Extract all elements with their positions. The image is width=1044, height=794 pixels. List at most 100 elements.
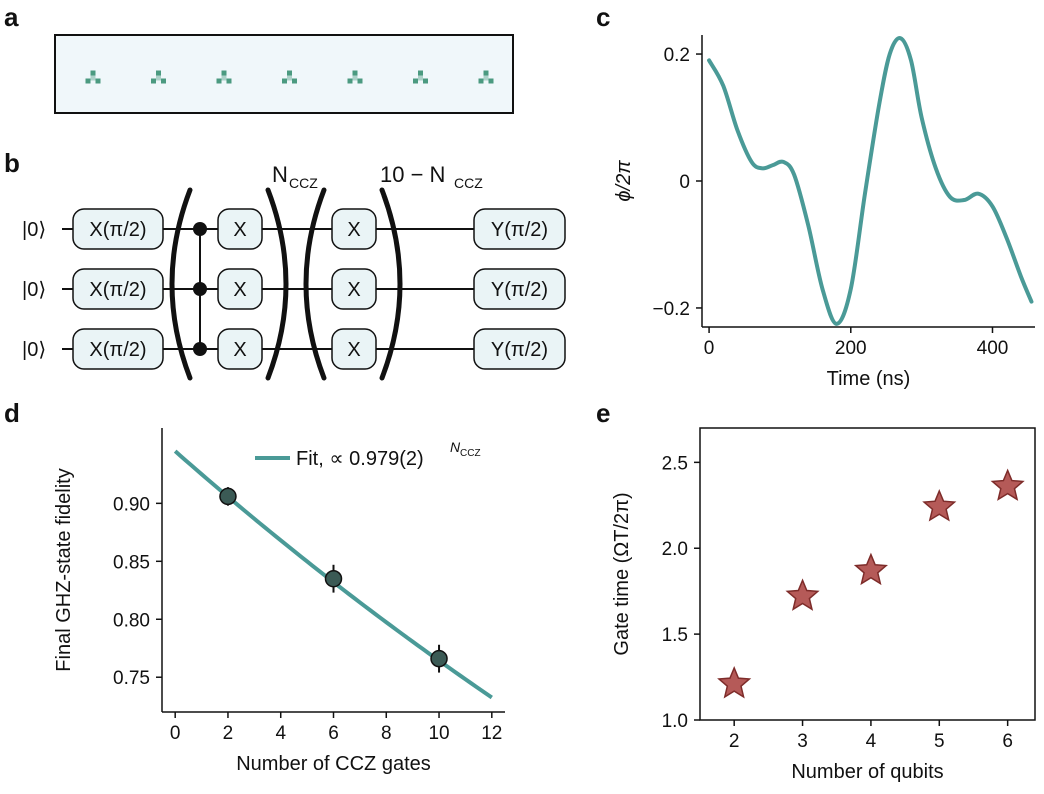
atom-cluster	[282, 70, 297, 84]
panel-label-a: a	[4, 2, 19, 32]
atom-spot	[221, 75, 227, 81]
x-axis-title: Number of CCZ gates	[236, 753, 431, 775]
data-point	[324, 569, 343, 588]
atom-spot	[156, 75, 161, 81]
atom-spot	[282, 78, 287, 84]
phase-curve	[707, 36, 1034, 326]
x-tick-label: 8	[381, 723, 392, 744]
y-pi-half-gate-label: Y(π/2)	[491, 279, 548, 301]
panel-label-d: d	[4, 398, 20, 428]
y-tick-label: 2.5	[662, 453, 688, 474]
atom-spot	[413, 78, 418, 84]
y-axis-title: Final GHZ-state fidelity	[53, 468, 75, 671]
chart-fidelity: 0 2 4 6 8 10 12 0.75 0.80 0.85 0.90 Number of CCZ g…	[53, 428, 505, 775]
x-gate-inner-label: X	[233, 219, 246, 241]
chart-phase: 0 200 400 0.2 0 −0.2 Time (ns) ϕ/2π	[613, 35, 1035, 390]
rest-label: 10 − N	[380, 162, 445, 187]
atom-spot	[221, 70, 227, 76]
legend-text: Fit, ∝ 0.979(2)	[296, 448, 424, 470]
y-tick-label: 0.85	[113, 552, 150, 573]
atom-spot	[483, 70, 489, 76]
chart-gate-time: 2 3 4 5 6 1.0 1.5 2.0 2.5 Number of qubits Gate ti…	[611, 427, 1036, 783]
x-tick-label: 0	[170, 723, 181, 744]
plot-frame	[699, 427, 1036, 721]
y-tick-label: 0.75	[113, 668, 150, 689]
x-tick-label: 12	[481, 723, 502, 744]
x-gate-inner	[217, 268, 263, 310]
y-tick-label: 1.5	[662, 625, 688, 646]
star-marker	[853, 552, 888, 586]
atom-spot	[357, 78, 363, 84]
atom-image-frame	[54, 34, 514, 114]
ket-zero-label: |0⟩	[22, 339, 46, 361]
ket-zero-label: |0⟩	[22, 219, 46, 241]
atom-spot	[156, 70, 161, 76]
atom-spot	[85, 78, 91, 84]
panel-label-c: c	[596, 2, 610, 32]
atom-cluster	[151, 70, 166, 84]
x-gate-outer	[331, 208, 377, 250]
atom-cluster	[478, 70, 494, 84]
x-pi-half-gate-label: X(π/2)	[89, 279, 146, 301]
legend-sup: N	[450, 439, 461, 455]
n-ccz-subscript: CCZ	[289, 175, 318, 191]
atom-spot	[418, 75, 423, 81]
rest-subscript: CCZ	[454, 175, 483, 191]
legend-sup-sub: CCZ	[460, 448, 481, 459]
x-tick-label: 10	[428, 723, 449, 744]
x-pi-half-gate-label: X(π/2)	[89, 219, 146, 241]
x-gate-outer-label: X	[347, 279, 360, 301]
atom-spot	[287, 70, 292, 76]
atom-spot	[478, 78, 484, 84]
ccz-control-dot	[193, 222, 207, 236]
atom-spot	[352, 70, 358, 76]
ccz-control-dot	[193, 282, 207, 296]
x-pi-half-gate	[72, 208, 164, 250]
y-axis-title: ϕ/2π	[613, 160, 635, 202]
atom-spot	[226, 78, 232, 84]
atom-spot	[347, 78, 353, 84]
x-tick-label: 5	[934, 731, 945, 752]
x-gate-outer	[331, 268, 377, 310]
ccz-control-dot	[193, 342, 207, 356]
x-gate-outer-label: X	[347, 219, 360, 241]
right-paren-1	[265, 187, 289, 381]
atom-spot	[90, 70, 96, 76]
atom-spot	[423, 78, 428, 84]
panel-label-e: e	[596, 398, 610, 428]
atom-spot	[483, 75, 489, 81]
y-pi-half-gate	[473, 208, 566, 250]
y-pi-half-gate	[473, 328, 566, 370]
x-axis-title: Number of qubits	[791, 761, 943, 783]
y-tick-label: 0.80	[113, 610, 150, 631]
n-ccz-label: N	[272, 162, 288, 187]
y-pi-half-gate-label: Y(π/2)	[491, 219, 548, 241]
star-marker	[785, 578, 820, 611]
x-gate-inner-label: X	[233, 339, 246, 361]
x-tick-label: 4	[866, 731, 877, 752]
panel-label-b: b	[4, 148, 20, 178]
x-tick-label: 200	[835, 338, 867, 359]
y-tick-label: 0	[679, 172, 690, 193]
atom-image-panel	[54, 34, 514, 114]
y-axis-title: Gate time (ΩT/2π)	[611, 492, 633, 655]
atom-spot	[90, 75, 96, 81]
atom-spot	[292, 78, 297, 84]
x-gate-inner	[217, 328, 263, 370]
x-gate-inner	[217, 208, 263, 250]
atom-spot	[418, 70, 423, 76]
left-paren-1	[169, 187, 193, 381]
y-tick-label: 2.0	[662, 539, 688, 560]
left-paren-2	[303, 187, 327, 381]
atom-spot	[488, 78, 494, 84]
atom-spot	[287, 75, 292, 81]
x-gate-inner-label: X	[233, 279, 246, 301]
x-tick-label: 6	[1002, 731, 1013, 752]
data-point	[430, 649, 448, 668]
atom-spot	[95, 78, 101, 84]
x-tick-label: 2	[223, 723, 234, 744]
atom-spot	[216, 78, 222, 84]
y-tick-label: 0.90	[113, 494, 150, 515]
right-paren-2	[379, 187, 403, 381]
